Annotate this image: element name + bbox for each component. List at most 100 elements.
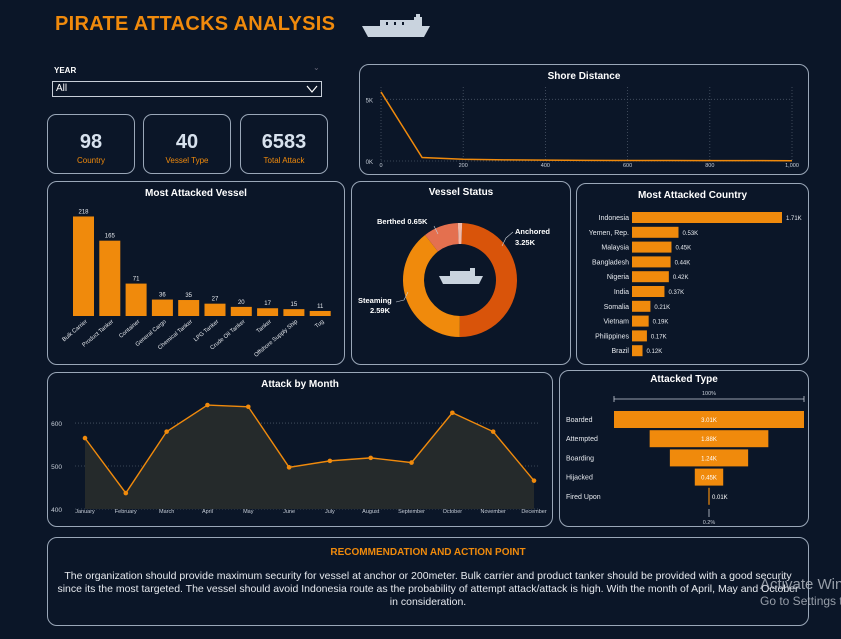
vessel-bar-label: 20	[238, 300, 245, 306]
country-category-label: Brazil	[611, 348, 629, 355]
month-x-tick: May	[243, 509, 254, 515]
kpi-vessel-type-label: Vessel Type	[165, 156, 209, 165]
month-x-tick: June	[283, 509, 295, 515]
most-attacked-country-panel: Most Attacked Country Indonesia 1.71K Yeme…	[576, 183, 809, 365]
year-dropdown[interactable]: All	[52, 81, 322, 97]
month-series-line	[84, 404, 535, 495]
country-category-label: Malaysia	[601, 245, 629, 252]
kpi-vessel-type-card: 40 Vessel Type	[143, 114, 231, 174]
vessel-bar	[73, 216, 94, 316]
country-category-label: Indonesia	[599, 215, 629, 222]
attack-category-label: Boarding	[566, 455, 594, 462]
vessel-bar-label: 11	[317, 304, 324, 310]
country-bar	[632, 345, 643, 357]
status-leader-anchored	[501, 231, 514, 247]
vessel-bar	[99, 240, 121, 316]
vessel-bar-label: 27	[212, 297, 219, 303]
country-bar-label: 0.12K	[647, 349, 663, 355]
most-attacked-vessel-panel: Most Attacked Vessel 218 Bulk Carrier 165 P…	[47, 181, 345, 365]
month-point	[123, 490, 129, 496]
month-x-tick: December	[521, 509, 547, 515]
status-label-steaming: Steaming	[358, 296, 392, 305]
kpi-total-attack-label: Total Attack	[263, 156, 305, 165]
attack-bar-label: 0.45K	[701, 476, 717, 482]
month-x-tick: August	[362, 509, 380, 515]
month-x-tick: September	[398, 509, 425, 515]
country-bar	[632, 300, 651, 312]
month-point	[286, 465, 292, 470]
vessel-bar-label: 17	[264, 301, 271, 307]
attacked-type-title: Attacked Type	[650, 374, 718, 385]
country-bar-label: 0.44K	[675, 260, 691, 266]
vessel-bar-label: 36	[159, 293, 166, 299]
country-bar	[632, 256, 671, 268]
vessel-status-slice	[457, 223, 463, 245]
status-value-steaming: 2.59K	[370, 306, 391, 315]
attack-category-label: Attempted	[566, 436, 598, 443]
vessel-bar	[283, 309, 305, 316]
shore-distance-title: Shore Distance	[547, 71, 621, 82]
year-dropdown-value: All	[56, 83, 68, 94]
most-attacked-country-chart: Indonesia 1.71K Yemen, Rep. 0.53K Malaysia 0.…	[589, 212, 802, 357]
ship-hull	[439, 276, 483, 284]
country-bar	[632, 241, 672, 253]
month-x-tick: March	[159, 509, 174, 515]
attack-top-label: 100%	[702, 391, 716, 397]
month-x-tick: January	[75, 509, 95, 515]
month-point	[490, 429, 496, 434]
country-category-label: Vietnam	[603, 319, 629, 326]
vessel-category-label: Tug	[314, 319, 325, 330]
country-bar-label: 0.19K	[653, 320, 669, 326]
month-point	[531, 478, 537, 483]
month-x-tick: February	[115, 509, 137, 515]
month-x-tick: July	[325, 509, 335, 515]
month-point	[245, 404, 251, 410]
country-bar-label: 0.45K	[675, 246, 691, 252]
kpi-total-attack-value: 6583	[261, 131, 307, 153]
vessel-bar	[125, 283, 147, 316]
recommendation-text: The organization should provide maximum …	[57, 570, 799, 608]
country-bar-label: 0.17K	[651, 334, 667, 340]
attack-bottom-label: 0.2%	[703, 520, 716, 526]
vessel-bar-label: 218	[78, 209, 89, 215]
country-category-label: Philippines	[595, 333, 629, 340]
vessel-status-title: Vessel Status	[428, 187, 494, 198]
vessel-category-label: Tanker	[256, 319, 273, 335]
shore-x-tick: 400	[541, 163, 550, 169]
vessel-bar	[178, 300, 200, 316]
status-value-anchored: 3.25K	[515, 238, 536, 247]
attack-bar-label: 1.24K	[701, 456, 717, 462]
vessel-bar	[230, 306, 252, 316]
attack-by-month-chart: 400 500 600 January February March April May Jun…	[51, 402, 547, 515]
attack-bar-label: 3.01K	[701, 418, 717, 424]
month-point	[368, 455, 374, 461]
attack-bar	[669, 449, 749, 467]
vessel-bar-label: 35	[185, 293, 192, 299]
shore-y-tick: 5K	[366, 98, 373, 104]
country-bar-label: 1.71K	[786, 216, 802, 222]
shore-x-tick: 800	[705, 163, 714, 169]
month-point	[82, 435, 88, 441]
attack-bar	[694, 468, 724, 486]
month-point	[450, 410, 455, 416]
attack-by-month-panel: Attack by Month 400 500 600 January February…	[47, 372, 553, 527]
most-attacked-country-title: Most Attacked Country	[637, 190, 748, 201]
chevron-down-icon[interactable]: ⌄	[313, 63, 320, 72]
month-point	[205, 402, 210, 408]
ship-containers	[450, 271, 470, 276]
month-x-tick: November	[480, 509, 506, 515]
shore-distance-panel: Shore Distance 0K 5K 0 200 400 600 800 1,000	[359, 64, 809, 175]
attack-category-label: Fired Upon	[566, 494, 601, 501]
vessel-bar-label: 15	[291, 302, 298, 308]
cargo-ship-icon	[439, 268, 483, 284]
shore-x-tick: 0	[379, 163, 382, 169]
month-y-tick: 500	[51, 464, 62, 471]
watermark-line2: Go to Settings to activate Windows.	[760, 594, 841, 608]
vessel-category-label: Bulk Carrier	[61, 319, 88, 343]
attack-bar	[708, 487, 710, 505]
month-area-fill	[85, 405, 534, 509]
most-attacked-vessel-title: Most Attacked Vessel	[145, 188, 247, 199]
attack-category-label: Boarded	[566, 417, 593, 424]
status-leader-berthed	[433, 225, 439, 235]
